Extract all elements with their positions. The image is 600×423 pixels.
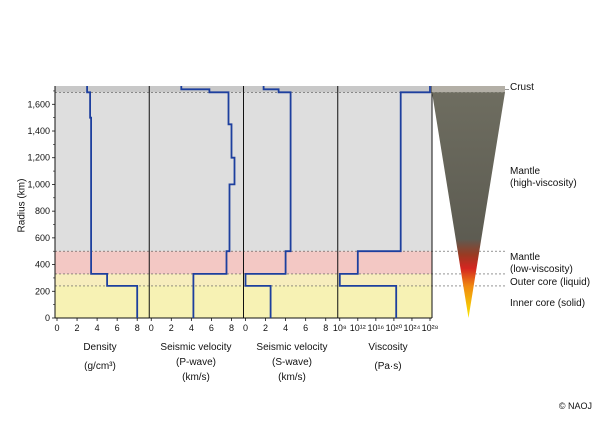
panel-1-xtick-label-0: 0 — [149, 323, 154, 333]
panel-2-xtick-label-0: 0 — [243, 323, 248, 333]
panel-title-density-name: Density — [83, 342, 117, 353]
y-axis-label: Radius (km) — [16, 178, 28, 233]
label-outer-core: Outer core (liquid) — [510, 277, 591, 288]
label-crust: Crust — [510, 82, 534, 93]
panel-1-xtick-label-1: 2 — [169, 323, 174, 333]
panel-0-xtick-label-4: 8 — [135, 323, 140, 333]
y-tick-label-8: 1,600 — [27, 99, 50, 109]
wedge-body — [432, 92, 505, 318]
y-tick-label-3: 600 — [35, 233, 50, 243]
panel-3-profile-line — [338, 86, 431, 318]
y-axis: 0 200 400 600 800 1,000 1,200 1,400 1,600 — [27, 90, 55, 323]
panel-3-xtick-label-2: 10¹⁶ — [367, 323, 384, 333]
panel-0-xtick-label-2: 4 — [95, 323, 100, 333]
y-tick-label-0: 0 — [45, 313, 50, 323]
y-tick-label-2: 400 — [35, 260, 50, 270]
panel-title-viscosity: Viscosity (Pa·s) — [340, 340, 436, 374]
panel-3-xtick-label-3: 10²⁰ — [386, 323, 403, 333]
panel-title-s-wave-sub: (S-wave) — [271, 357, 312, 368]
panel-2-profile-line — [244, 86, 292, 318]
moon-cross-section-wedge — [432, 86, 509, 318]
label-inner-core: Inner core (solid) — [510, 298, 586, 309]
panel-2-xtick-label-4: 8 — [323, 323, 328, 333]
y-tick-label-7: 1,400 — [27, 126, 50, 136]
panel-title-p-wave: Seismic velocity (P-wave) (km/s) — [148, 340, 244, 385]
wedge-crust — [432, 86, 505, 93]
panel-0: 0 2 4 6 8 — [54, 86, 150, 333]
panel-2-xtick-label-3: 6 — [303, 323, 308, 333]
credit: © NAOJ — [558, 401, 592, 411]
y-tick-label-1: 200 — [35, 286, 50, 296]
panel-title-viscosity-unit: (Pa·s) — [374, 361, 402, 372]
panel-0-profile-line — [86, 86, 139, 318]
panel-title-s-wave: Seismic velocity (S-wave) (km/s) — [244, 340, 340, 385]
panel-2-xtick-label-2: 4 — [283, 323, 288, 333]
panel-0-xtick-label-1: 2 — [75, 323, 80, 333]
panel-0-xtick-label-3: 6 — [115, 323, 120, 333]
panel-0-xtick-label-0: 0 — [54, 323, 59, 333]
panels: 0 2 4 6 8 0 2 4 6 8 0 2 4 6 8 10⁸ 10¹² 10¹⁶ 10²⁰ 10²⁴ 10²⁸ — [54, 86, 439, 333]
panel-3-xtick-label-0: 10⁸ — [333, 323, 347, 333]
panel-2: 0 2 4 6 8 — [243, 86, 338, 333]
panel-title-s-wave-unit: (km/s) — [278, 372, 306, 383]
panel-1: 0 2 4 6 8 — [149, 86, 244, 333]
y-tick-label-6: 1,200 — [27, 153, 50, 163]
panel-title-viscosity-name: Viscosity — [368, 342, 408, 353]
panel-title-p-wave-sub: (P-wave) — [175, 357, 216, 368]
label-mantle-high: Mantle (high-viscosity) — [510, 166, 577, 189]
panel-3-xtick-label-4: 10²⁴ — [404, 323, 421, 333]
panel-title-p-wave-name: Seismic velocity — [160, 342, 232, 353]
panel-title-s-wave-name: Seismic velocity — [256, 342, 328, 353]
panel-1-xtick-label-3: 6 — [209, 323, 214, 333]
label-mantle-low: Mantle (low-viscosity) — [510, 252, 573, 275]
panel-3-xtick-label-5: 10²⁸ — [422, 323, 439, 333]
panel-1-profile-line — [180, 86, 236, 318]
panel-1-xtick-label-2: 4 — [189, 323, 194, 333]
y-tick-label-4: 800 — [35, 206, 50, 216]
panel-3: 10⁸ 10¹² 10¹⁶ 10²⁰ 10²⁴ 10²⁸ — [333, 86, 439, 333]
panel-title-density: Density (g/cm³) — [52, 340, 148, 374]
y-tick-label-5: 1,000 — [27, 179, 50, 189]
panel-title-density-unit: (g/cm³) — [84, 361, 116, 372]
panel-1-xtick-label-4: 8 — [229, 323, 234, 333]
panel-title-p-wave-unit: (km/s) — [182, 372, 210, 383]
panel-2-xtick-label-1: 2 — [263, 323, 268, 333]
panel-3-xtick-label-1: 10¹² — [350, 323, 366, 333]
